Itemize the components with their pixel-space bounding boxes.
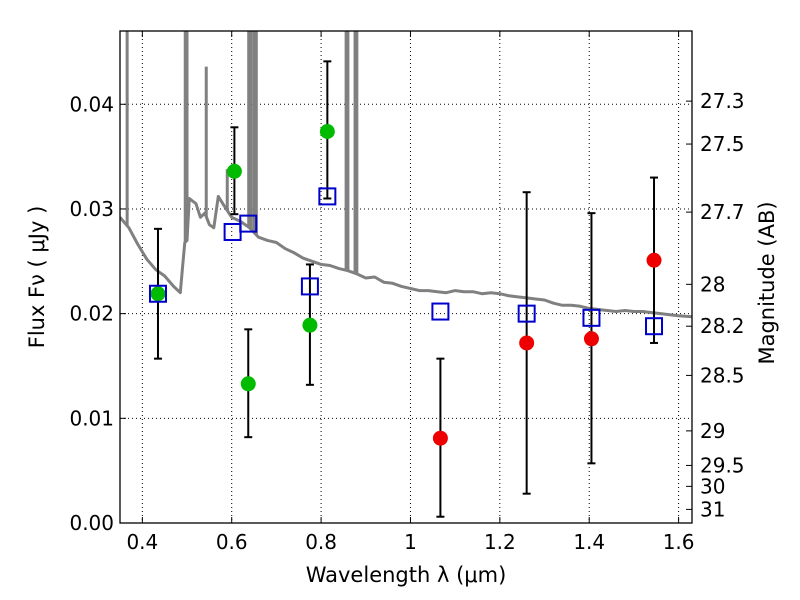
y-axis-title: Flux Fν ( μJy ) [25, 206, 49, 349]
model-point [318, 187, 337, 206]
model-point [582, 308, 601, 327]
y-axis-right-title: Magnitude (AB) [755, 201, 779, 364]
data-point [226, 163, 242, 179]
data-point [302, 317, 318, 333]
y-right-tick-label: 28.5 [700, 363, 745, 387]
data-point [240, 376, 256, 392]
data-point [432, 430, 448, 446]
model-point [148, 284, 167, 303]
plot-frame [119, 30, 693, 524]
model-point [431, 302, 450, 321]
plot-content [120, 31, 692, 518]
y-right-tick-label: 31 [700, 497, 725, 521]
x-tick-label: 1 [404, 530, 417, 554]
y-tick-label: 0.03 [69, 197, 114, 221]
y-right-tick-label: 29 [700, 419, 725, 443]
model-point [300, 277, 319, 296]
y-tick-label: 0.00 [69, 511, 114, 535]
model-point [223, 222, 242, 241]
y-tick-label: 0.01 [69, 406, 114, 430]
y-right-tick-label: 28.2 [700, 314, 745, 338]
x-tick-label: 1.2 [484, 530, 516, 554]
data-point [646, 252, 662, 268]
x-tick-label: 1.6 [663, 530, 695, 554]
marker-layer [148, 123, 664, 446]
data-point [583, 331, 599, 347]
y-right-tick-label: 27.5 [700, 132, 745, 156]
data-point [519, 335, 535, 351]
x-axis: 0.4 0.6 0.8 1 1.2 1.4 1.6 [126, 31, 695, 554]
x-tick-label: 0.8 [305, 530, 337, 554]
data-point [319, 123, 335, 139]
y-right-tick-label: 27.3 [700, 89, 745, 113]
y-tick-label: 0.04 [69, 92, 114, 116]
x-tick-label: 0.6 [216, 530, 248, 554]
spectrum-layer [120, 31, 692, 319]
model-point [239, 214, 258, 233]
data-point [150, 286, 166, 302]
y-right-tick-label: 30 [700, 474, 725, 498]
errorbar-layer [153, 60, 659, 518]
y-axis-left: 0.00 0.01 0.02 0.03 0.04 [69, 92, 126, 535]
model-point [517, 304, 536, 323]
y-right-tick-label: 28 [700, 272, 725, 296]
x-axis-title: Wavelength λ (μm) [306, 563, 507, 587]
model-point [645, 317, 664, 336]
spectrum-line [120, 194, 692, 319]
y-tick-label: 0.02 [69, 302, 114, 326]
y-right-tick-label: 27.7 [700, 200, 745, 224]
y-right-tick-label: 29.5 [700, 453, 745, 477]
x-tick-label: 1.4 [573, 530, 605, 554]
x-tick-label: 0.4 [126, 530, 158, 554]
